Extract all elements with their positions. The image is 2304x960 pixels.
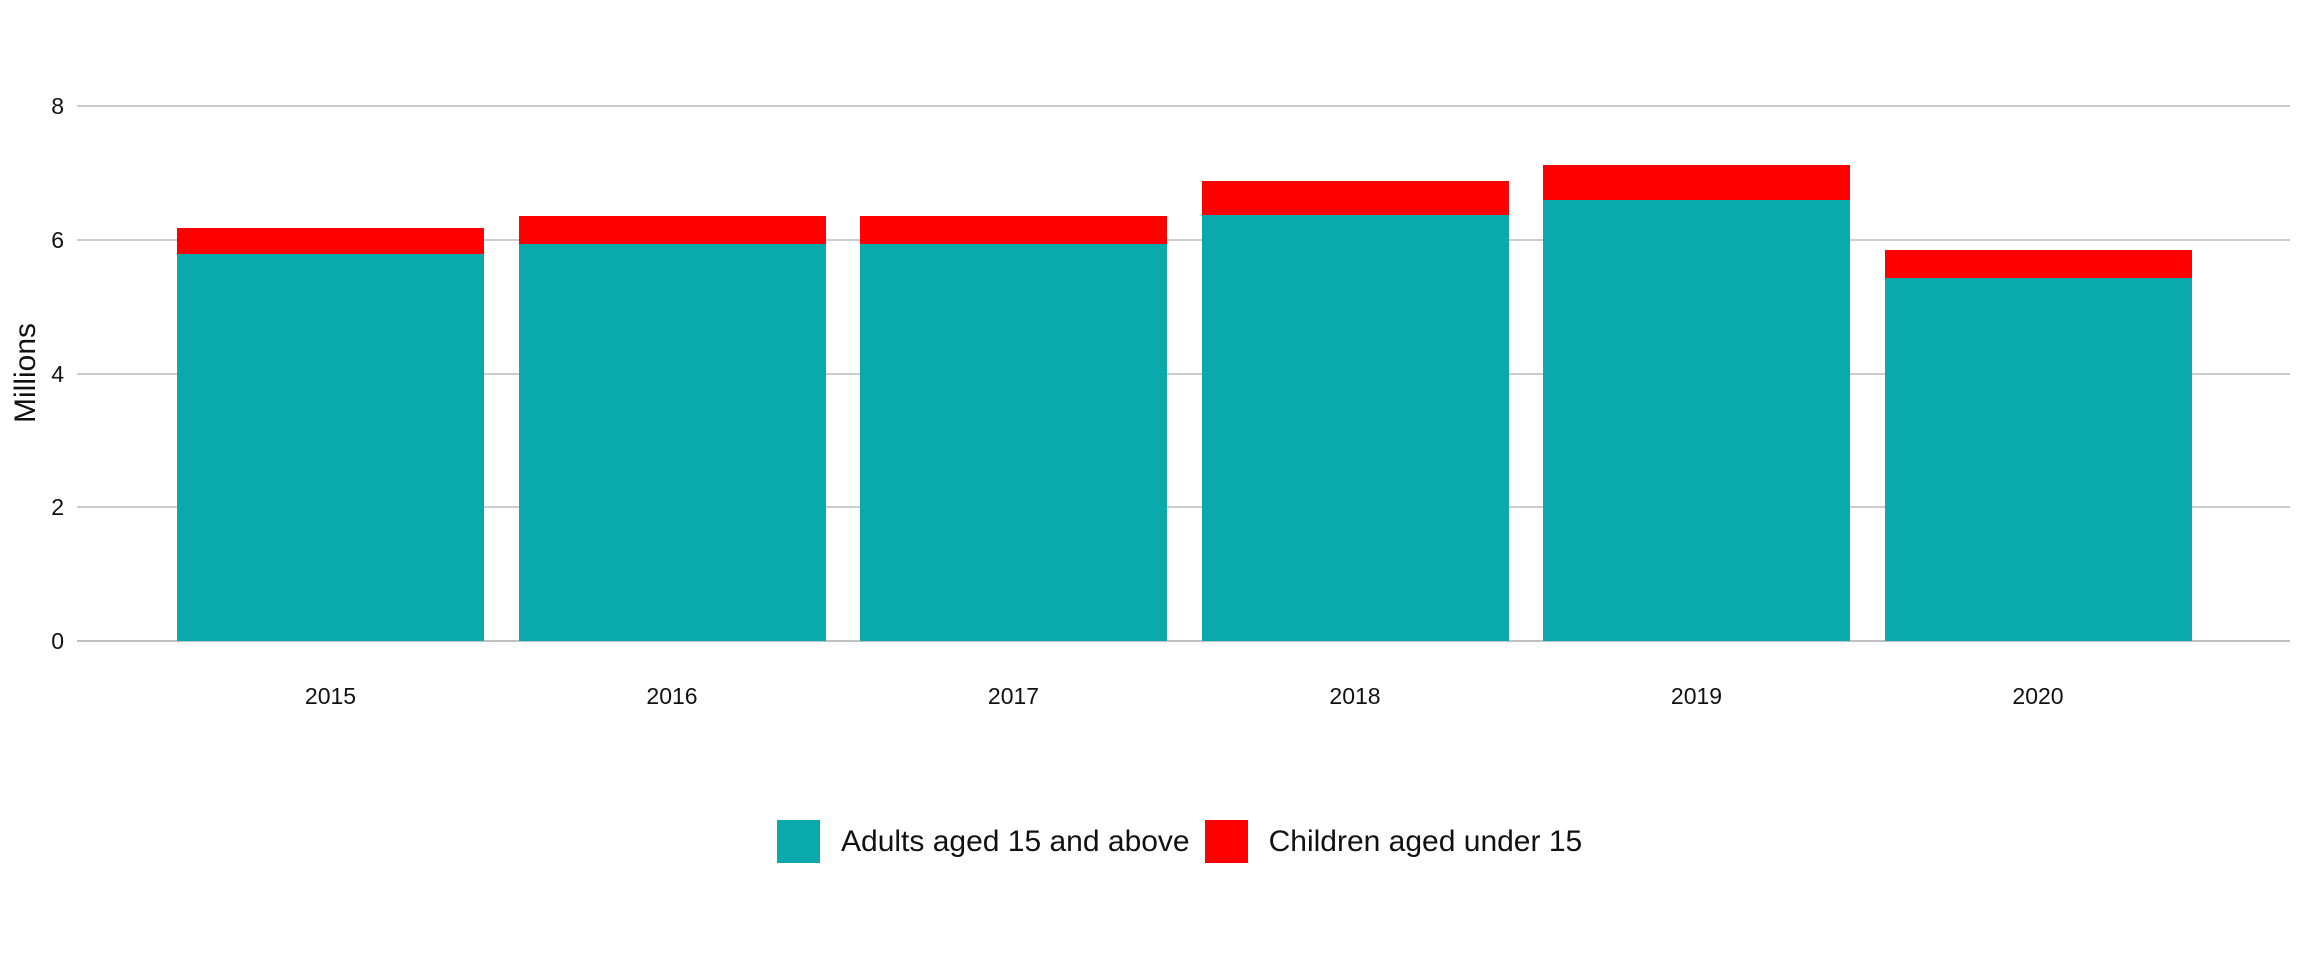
y-tick-label: 0: [51, 628, 64, 654]
x-tick-label: 2020: [2012, 683, 2064, 709]
legend-item-children[interactable]: Children aged under 15: [1204, 820, 1583, 863]
bar-segment-children-2015[interactable]: [177, 228, 484, 254]
legend-label: Adults aged 15 and above: [841, 824, 1190, 858]
bar-segment-children-2016[interactable]: [518, 215, 826, 244]
gridline: [77, 105, 2290, 107]
bar-segment-adults-2016[interactable]: [518, 243, 826, 641]
gridline: [77, 506, 2290, 509]
legend: Adults aged 15 and above Children aged un…: [777, 819, 1582, 864]
x-tick-label: 2016: [646, 683, 698, 709]
y-tick-label: 2: [51, 494, 64, 521]
bar-segment-children-2018[interactable]: [1201, 180, 1509, 215]
x-tick-label: 2018: [1329, 683, 1381, 709]
x-tick-label: 2015: [304, 683, 357, 709]
gridline: [77, 238, 2290, 241]
bar-segment-children-2019[interactable]: [1543, 164, 1850, 200]
y-tick-label: 6: [51, 226, 64, 253]
legend-swatch-icon: [1204, 820, 1248, 863]
bar-segment-adults-2018[interactable]: [1201, 215, 1509, 641]
bar-segment-adults-2020[interactable]: [1884, 277, 2192, 641]
gridline: [77, 372, 2290, 375]
y-tick-label: 8: [51, 93, 64, 119]
legend-item-adults[interactable]: Adults aged 15 and above: [777, 820, 1190, 863]
bar-segment-adults-2017[interactable]: [860, 244, 1167, 641]
y-tick-label: 4: [51, 360, 64, 387]
legend-swatch-icon: [777, 820, 820, 863]
bar-segment-children-2017[interactable]: [860, 215, 1167, 245]
x-tick-label: 2017: [987, 683, 1040, 709]
bar-segment-children-2020[interactable]: [1884, 250, 2192, 278]
x-axis-line: [77, 640, 2290, 642]
bar-segment-adults-2019[interactable]: [1543, 199, 1850, 641]
legend-label: Children aged under 15: [1268, 824, 1583, 858]
x-tick-label: 2019: [1670, 683, 1723, 709]
bar-segment-adults-2015[interactable]: [177, 253, 484, 641]
